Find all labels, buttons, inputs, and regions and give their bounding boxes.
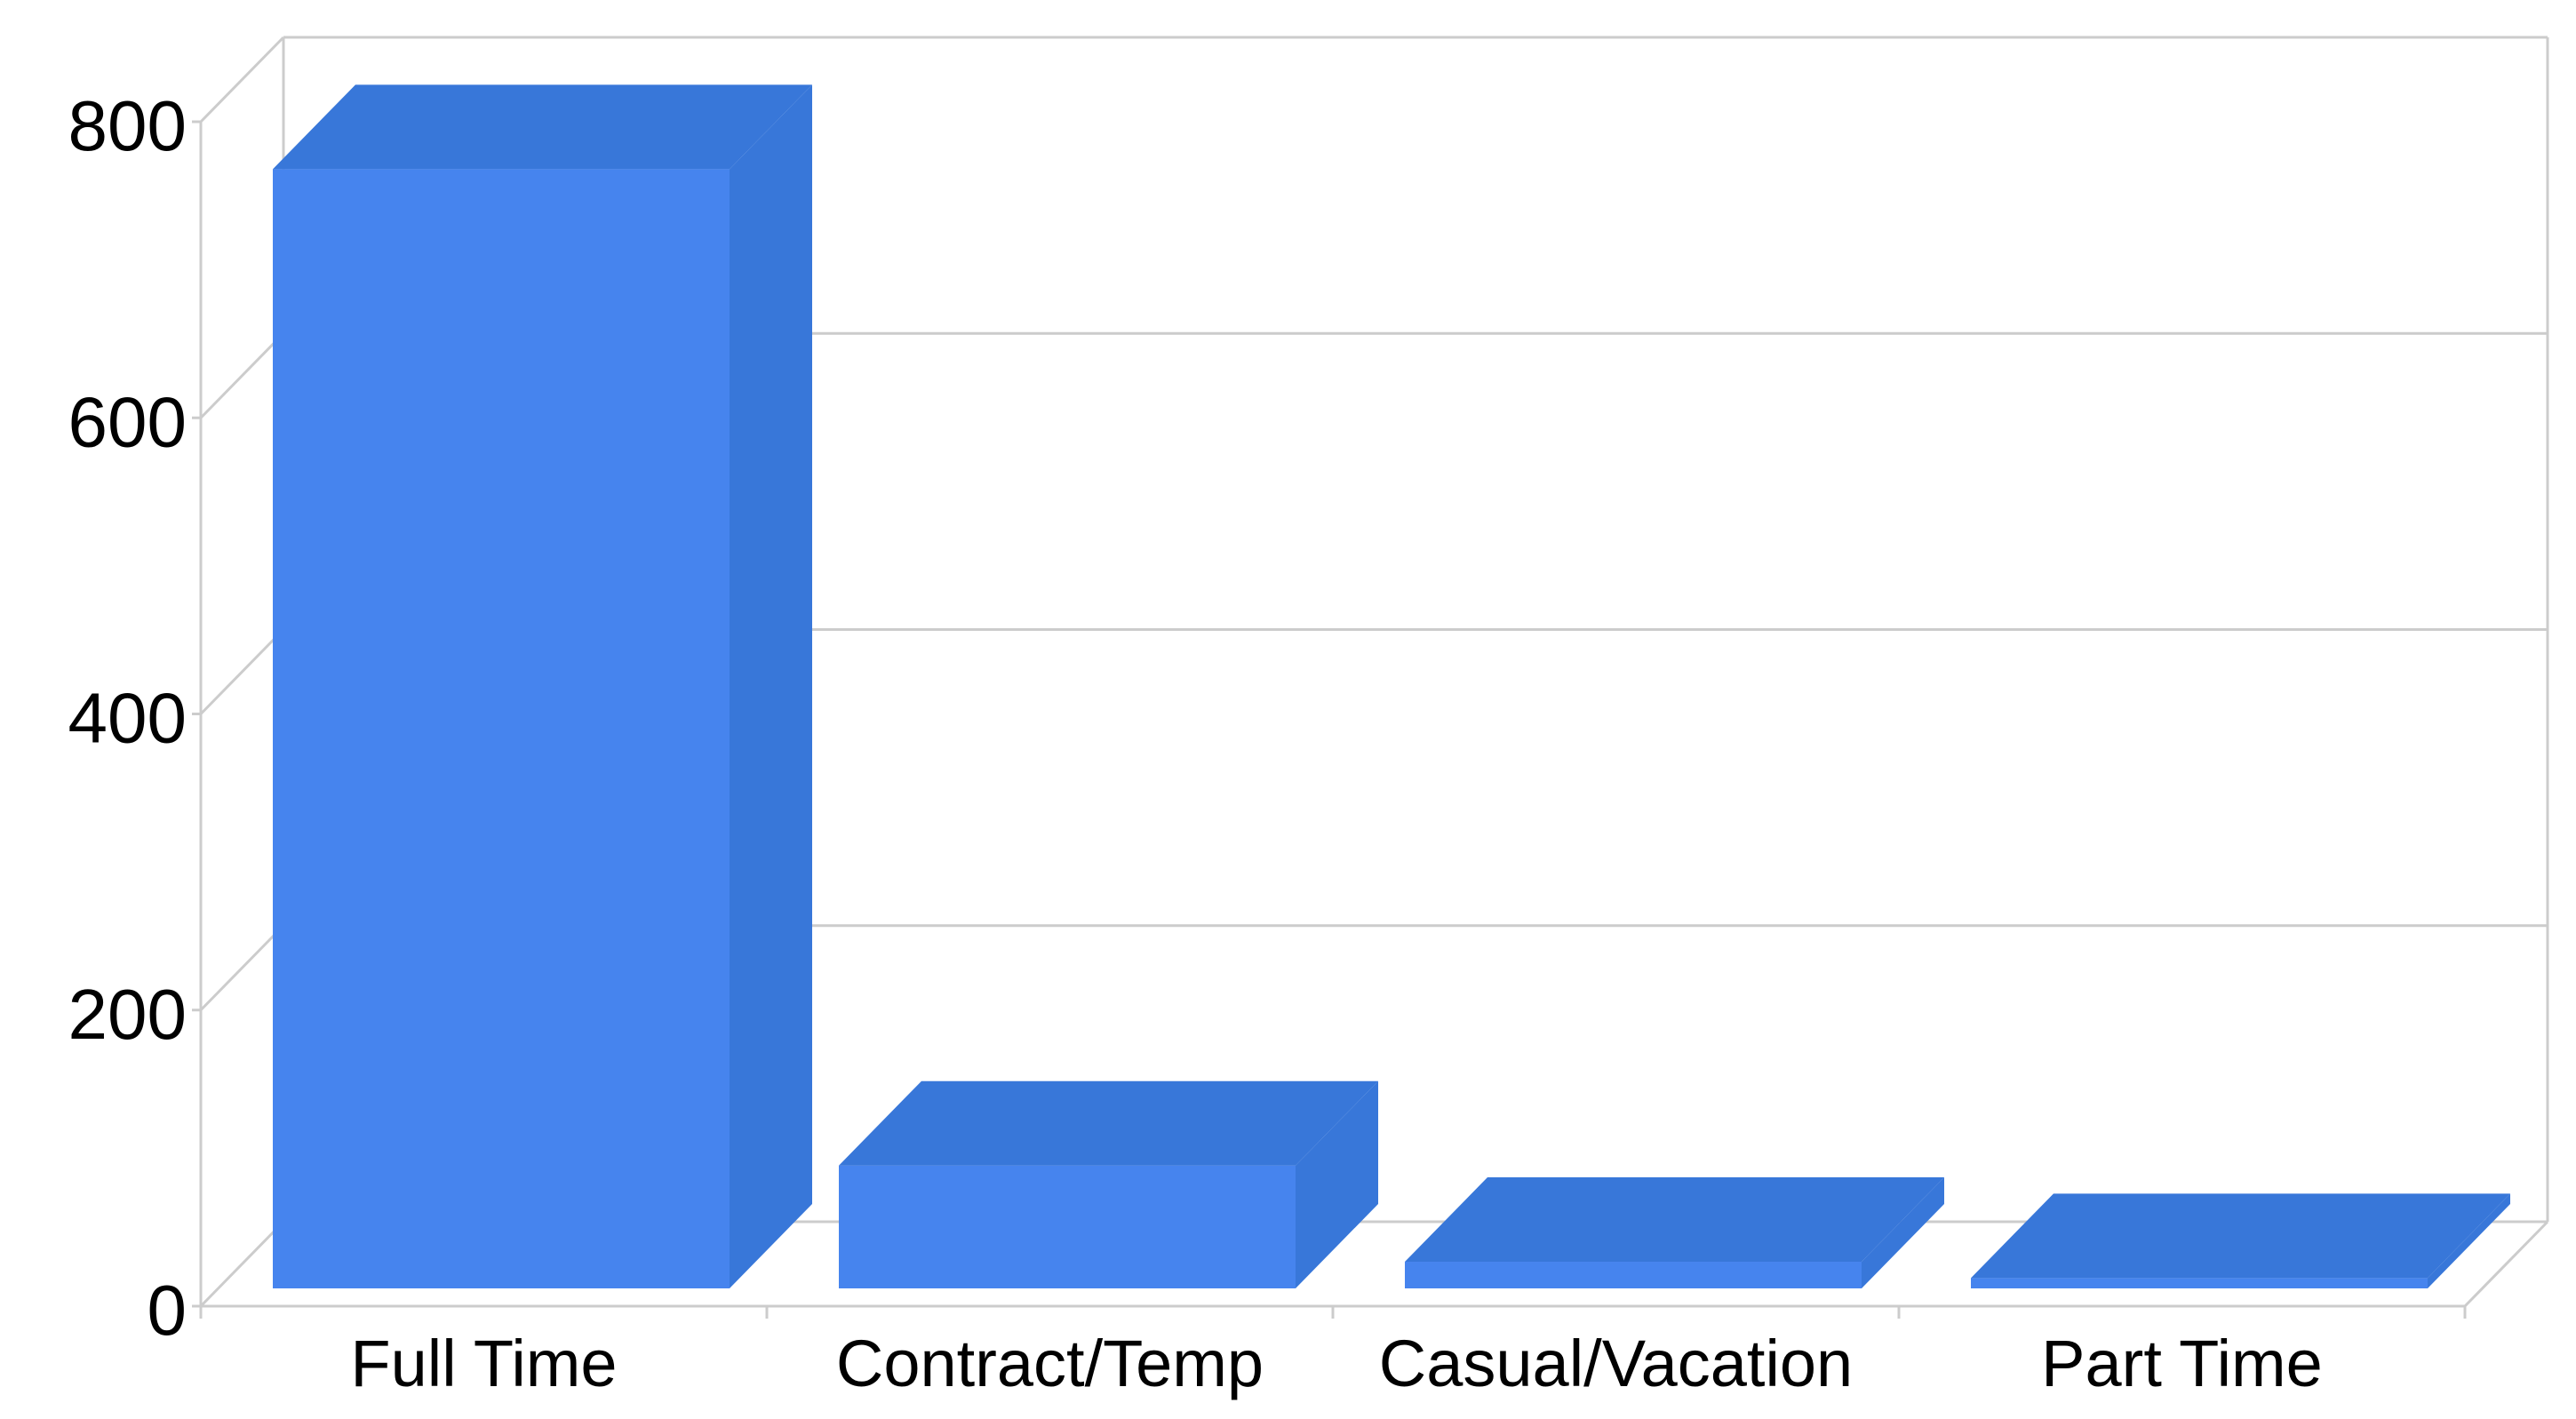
y-tick-label: 0 <box>148 1271 187 1350</box>
bar-side <box>730 84 812 1289</box>
gridline-side <box>199 628 285 715</box>
y-tick-label: 400 <box>68 679 187 758</box>
bar-top <box>1971 1193 2510 1279</box>
gridline-side <box>199 1220 285 1308</box>
x-tick-label: Part Time <box>2041 1327 2323 1400</box>
gridline-side <box>199 332 285 419</box>
gridline-side <box>199 924 285 1011</box>
bar-front <box>839 1165 1296 1288</box>
x-tick-label: Casual/Vacation <box>1379 1327 1853 1400</box>
gridline-side <box>199 36 285 124</box>
y-tick-label: 600 <box>68 382 187 461</box>
bar-side <box>2428 1193 2510 1288</box>
bar-front <box>273 169 730 1288</box>
bar-side <box>1296 1080 1378 1288</box>
bar-top <box>839 1080 1378 1166</box>
x-tick-label: Contract/Temp <box>836 1327 1264 1400</box>
y-tick-label: 800 <box>68 86 187 165</box>
bar-front <box>1405 1262 1862 1288</box>
bar-top <box>273 84 812 170</box>
bar-side <box>1862 1177 1944 1288</box>
floor-right-edge <box>2463 1220 2549 1308</box>
y-tick-label: 200 <box>68 975 187 1054</box>
bar-top <box>1405 1177 1944 1263</box>
bar-front <box>1971 1278 2428 1288</box>
x-tick-label: Full Time <box>350 1327 617 1400</box>
